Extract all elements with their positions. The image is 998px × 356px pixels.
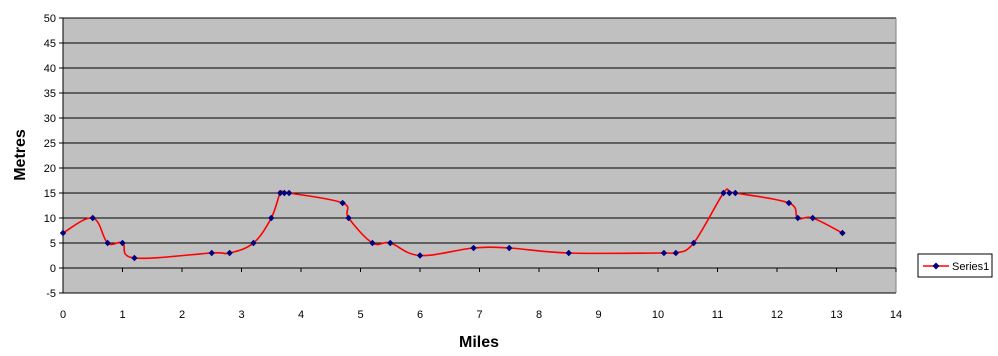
data-point [416,252,424,259]
data-point [276,189,284,197]
plot-area [63,18,896,293]
x-tick-label: 7 [476,309,482,321]
x-tick-label: 3 [238,309,244,321]
x-tick-label: 0 [60,309,66,321]
data-point [565,249,572,257]
x-tick-label: 8 [536,309,542,321]
series-layer [59,188,846,262]
data-point [345,214,352,222]
x-tick-label: 5 [357,309,363,321]
data-point [250,239,257,247]
legend: Series1 [917,253,993,278]
x-tick-label: 2 [179,309,185,321]
x-tick-labels: 0 1 2 3 4 5 6 7 8 9 10 11 12 13 14 [60,309,902,321]
y-tick-label: 45 [44,38,56,50]
data-point [720,189,727,197]
data-point [281,189,288,197]
legend-box [917,253,993,278]
data-point [89,214,96,222]
x-tick-label: 10 [652,309,664,321]
y-tick-label: 30 [44,113,56,125]
y-tick-label: 35 [44,88,56,100]
axes [59,17,897,294]
data-point [660,249,668,257]
x-axis-title: Miles [459,334,499,351]
data-point [726,189,733,197]
legend-label: Series1 [952,261,989,273]
data-point [839,229,846,237]
data-point [732,189,739,197]
data-point [809,214,816,222]
x-tick-label: 9 [595,309,601,321]
data-point [672,249,680,257]
data-point [285,189,293,197]
y-tick-label: 10 [44,213,56,225]
data-point [387,239,394,247]
y-tick-label: 5 [50,238,56,250]
y-axis-title: Metres [12,129,29,181]
y-tick-label: 50 [44,13,56,25]
x-tick-label: 12 [771,309,783,321]
data-point [794,214,802,222]
data-point [690,239,697,247]
y-tick-label: 20 [44,163,56,175]
x-tick-label: 14 [890,309,902,321]
data-point [470,244,477,252]
x-tick-label: 4 [298,309,304,321]
x-tick-label: 13 [830,309,842,321]
data-point [785,199,793,207]
data-point [59,229,67,237]
data-point [226,249,233,257]
data-point [119,239,126,247]
x-tick-label: 6 [417,309,423,321]
y-tick-label: 0 [50,263,56,275]
x-tick-label: 11 [712,309,723,321]
data-point [339,199,346,207]
y-tick-label: 25 [44,138,56,150]
data-point [131,254,138,262]
y-tick-label: 15 [44,188,56,200]
data-point [104,239,111,247]
data-point [369,239,376,247]
data-point [208,249,215,257]
x-tick-label: 1 [119,309,125,321]
y-tick-label: -5 [46,288,56,300]
data-point [268,214,275,222]
legend-marker-icon [932,262,940,270]
y-tick-label: 40 [44,63,56,75]
data-point [506,244,513,252]
y-tick-labels: -5 0 5 10 15 20 25 30 35 40 45 50 [44,13,56,300]
